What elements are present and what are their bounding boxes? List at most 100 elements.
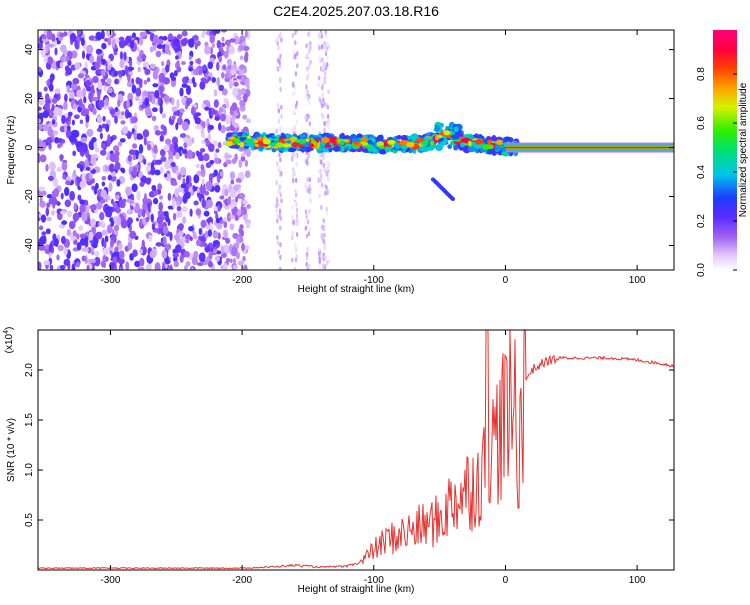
streak-cell (307, 153, 310, 159)
noise-cell (49, 110, 53, 118)
streak-cell (323, 44, 326, 50)
noise-cell (209, 159, 215, 165)
x-tick-label: 0 (503, 275, 509, 286)
noise-cell (81, 50, 86, 60)
noise-cell (109, 261, 115, 270)
noise-cell (101, 58, 106, 65)
noise-cell (136, 190, 141, 201)
noise-cell (77, 73, 85, 79)
streak-cell (304, 184, 308, 190)
noise-cell (231, 102, 238, 111)
streak-cell (317, 251, 321, 257)
noise-cell (155, 50, 162, 58)
streak-cell (324, 33, 328, 39)
noise-cell (188, 38, 195, 48)
noise-cell (191, 35, 199, 41)
noise-cell (154, 169, 161, 176)
noise-cell (38, 140, 43, 149)
streak-cell (305, 214, 308, 220)
noise-cell (82, 142, 88, 153)
y-tick-label: 1.0 (24, 463, 35, 477)
noise-cell (121, 111, 125, 116)
noise-cell (226, 58, 233, 66)
noise-cell (196, 262, 204, 267)
noise-cell (229, 258, 233, 264)
colorbar-label: Normalized spectral amplitude (738, 82, 749, 217)
noise-cell (244, 159, 249, 167)
noise-cell (138, 36, 144, 46)
noise-cell (146, 77, 151, 82)
noise-cell (228, 80, 234, 89)
signal-cell (262, 138, 272, 145)
streak-cell (279, 192, 282, 198)
noise-cell (197, 151, 203, 162)
noise-cell (73, 202, 78, 211)
streak-cell (291, 156, 294, 162)
noise-cell (179, 133, 187, 139)
noise-cell (179, 166, 187, 176)
noise-cell (95, 31, 103, 41)
noise-cell (44, 93, 50, 102)
noise-cell (180, 183, 187, 189)
noise-cell (89, 258, 96, 264)
signal-cell (376, 141, 385, 147)
streak-cell (325, 45, 329, 51)
streak-cell (308, 209, 311, 215)
streak-cell (307, 131, 310, 137)
noise-cell (145, 216, 150, 222)
noise-cell (67, 111, 73, 117)
noise-cell (224, 50, 229, 59)
streak-cell (306, 177, 309, 182)
streak-cell (324, 51, 328, 57)
noise-cell (88, 172, 93, 180)
streak-cell (292, 54, 295, 60)
streak-cell (309, 198, 312, 203)
streak-cell (322, 162, 325, 168)
noise-cell (231, 157, 237, 165)
noise-cell (131, 183, 138, 193)
noise-cell (76, 176, 80, 187)
noise-cell (101, 42, 107, 50)
noise-cell (143, 79, 148, 85)
noise-cell (124, 65, 129, 75)
noise-cell (222, 64, 227, 71)
noise-cell (76, 163, 81, 169)
noise-cell (196, 58, 202, 65)
streak-cell (279, 125, 282, 131)
streak-cell (277, 108, 281, 114)
streak-cell (279, 157, 282, 163)
noise-cell (235, 251, 240, 260)
streak-cell (292, 220, 295, 225)
noise-cell (47, 127, 54, 137)
noise-cell (174, 69, 178, 77)
streak-cell (280, 37, 283, 43)
noise-cell (91, 178, 95, 184)
noise-cell (46, 137, 53, 144)
noise-cell (165, 64, 170, 73)
signal-cell (339, 140, 345, 146)
noise-cell (114, 246, 119, 253)
streak-cell (321, 80, 324, 86)
noise-cell (45, 207, 50, 217)
noise-cell (217, 204, 221, 211)
noise-cell (117, 114, 125, 120)
noise-cell (214, 255, 220, 262)
noise-cell (181, 216, 187, 224)
streak-cell (293, 266, 297, 270)
noise-cell (185, 261, 191, 267)
noise-cell (170, 76, 177, 82)
streak-cell (293, 108, 296, 114)
noise-cell (145, 165, 152, 172)
noise-cell (89, 165, 94, 171)
noise-cell (201, 132, 206, 139)
noise-cell (222, 244, 230, 255)
noise-cell (104, 197, 109, 203)
noise-cell (94, 61, 101, 69)
noise-cell (109, 153, 117, 163)
noise-cell (128, 60, 133, 67)
noise-cell (108, 182, 113, 192)
signal-cell (386, 140, 396, 145)
noise-cell (140, 104, 147, 109)
noise-cell (112, 202, 118, 210)
noise-cell (161, 60, 165, 67)
